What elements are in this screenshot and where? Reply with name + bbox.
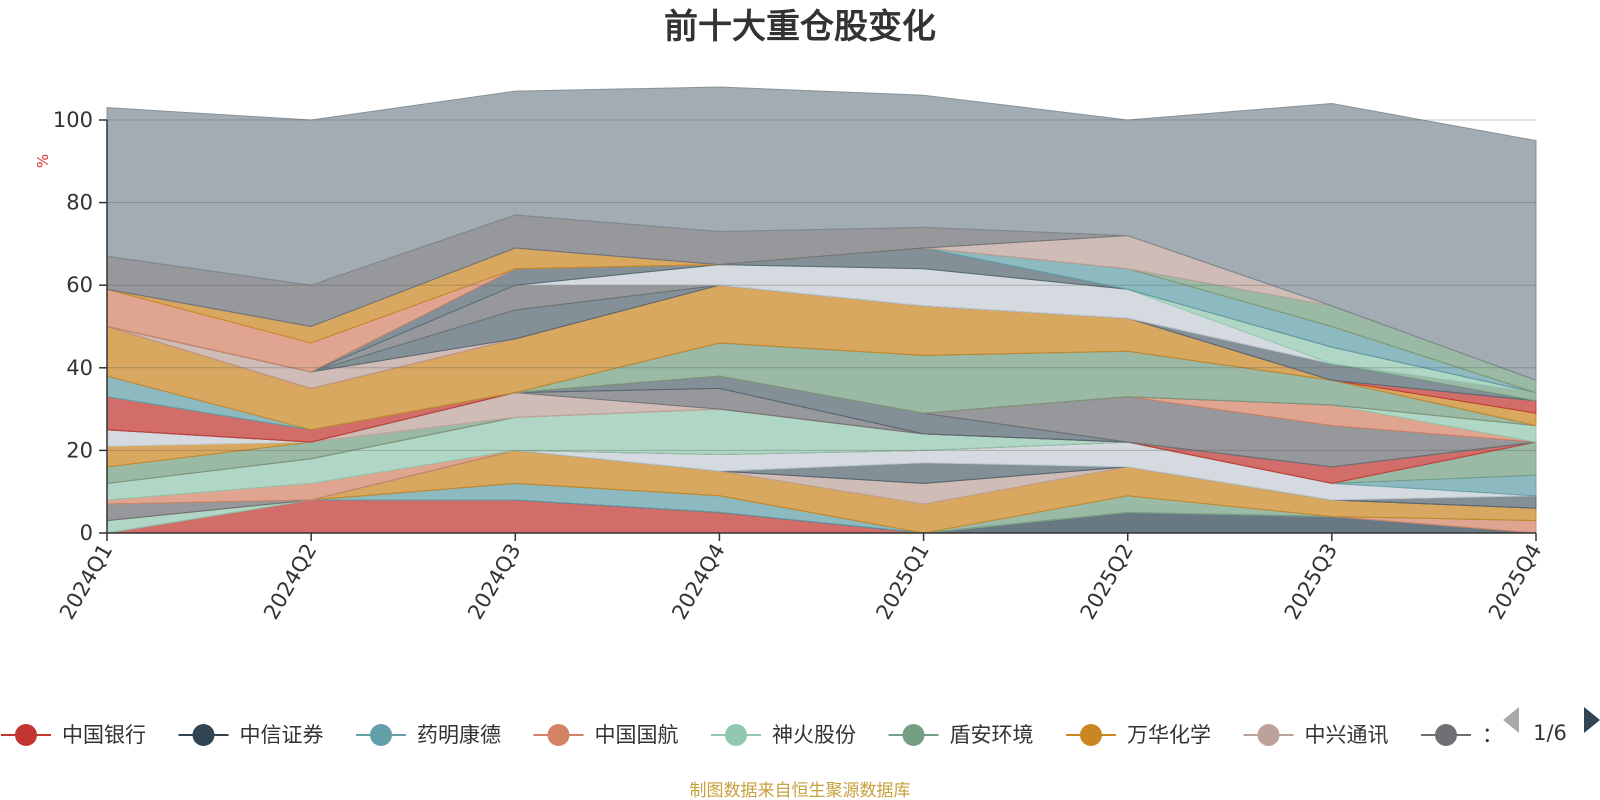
y-tick-label: 40 [66,356,93,380]
legend-item[interactable]: 万华化学 [1066,723,1211,747]
legend-circle-icon [902,724,925,746]
x-tick-labels: 2024Q1 2024Q2 2024Q3 2024Q4 2025Q1 2025Q2 2025… [55,533,1546,624]
x-tick-label: 2025Q2 [1076,540,1138,624]
legend-circle-icon [192,724,215,746]
legend-label: 中信证券 [240,723,324,747]
legend-circle-icon [370,724,392,746]
legend-label: 药明康德 [417,723,501,747]
legend-circle-icon [15,724,37,746]
legend-item[interactable]: 神火股份 [711,723,856,747]
legend-label: 中兴通讯 [1305,723,1389,747]
x-tick-label: 2025Q1 [871,540,933,624]
legend-next-button[interactable] [1584,707,1600,733]
x-tick-label: 2025Q3 [1280,540,1342,624]
legend-item[interactable]: 药明康德 [356,723,501,747]
legend-item[interactable]: 中国银行 [1,723,146,747]
legend-label: 神火股份 [772,723,856,747]
axes [106,120,1536,534]
legend-label: ： [1482,723,1503,747]
x-tick-label: 2024Q2 [259,540,321,624]
legend-item[interactable]: ： [1421,723,1503,747]
y-tick-label: 100 [53,108,93,132]
data-source-note: 制图数据来自恒生聚源数据库 [690,781,911,800]
legend-label: 万华化学 [1127,723,1211,747]
y-tick-labels: 0 20 40 60 80 100 [53,108,107,545]
plot-areas [106,86,1537,534]
y-tick-label: 80 [66,191,93,215]
legend-circle-icon [547,724,570,746]
legend-item[interactable]: 中国国航 [533,723,679,747]
legend-circle-icon [1257,724,1280,746]
area-series-43 [106,86,1537,381]
legend-label: 中国国航 [595,723,679,747]
y-axis-unit: % [34,154,52,168]
legend-page-label: 1/6 [1533,721,1567,745]
x-tick-label: 2024Q4 [667,540,729,624]
x-tick-label: 2024Q3 [463,540,525,624]
legend-label: 中国银行 [62,723,146,747]
legend-prev-button[interactable] [1503,707,1519,733]
x-tick-label: 2025Q4 [1484,540,1546,624]
legend-label: 盾安环境 [950,723,1034,747]
chart-title: 前十大重仓股变化 [664,7,936,47]
y-tick-label: 0 [80,521,93,545]
y-tick-label: 60 [66,273,93,297]
legend-item[interactable]: 中信证券 [178,723,324,747]
legend-circle-icon [1435,724,1457,746]
y-tick-label: 20 [66,438,93,462]
legend-item[interactable]: 中兴通讯 [1243,723,1389,747]
x-tick-label: 2024Q1 [55,540,117,624]
grid-lines [107,119,1536,451]
legend-pager: 1/6 [1503,707,1600,745]
legend-circle-icon [725,724,747,746]
legend-item[interactable]: 盾安环境 [888,723,1034,747]
legend-circle-icon [1080,724,1102,746]
legend: 中国银行 中信证券 药明康德 中国国航 神火股份 盾安环境 万华化学 中兴通讯 ： [1,723,1503,747]
